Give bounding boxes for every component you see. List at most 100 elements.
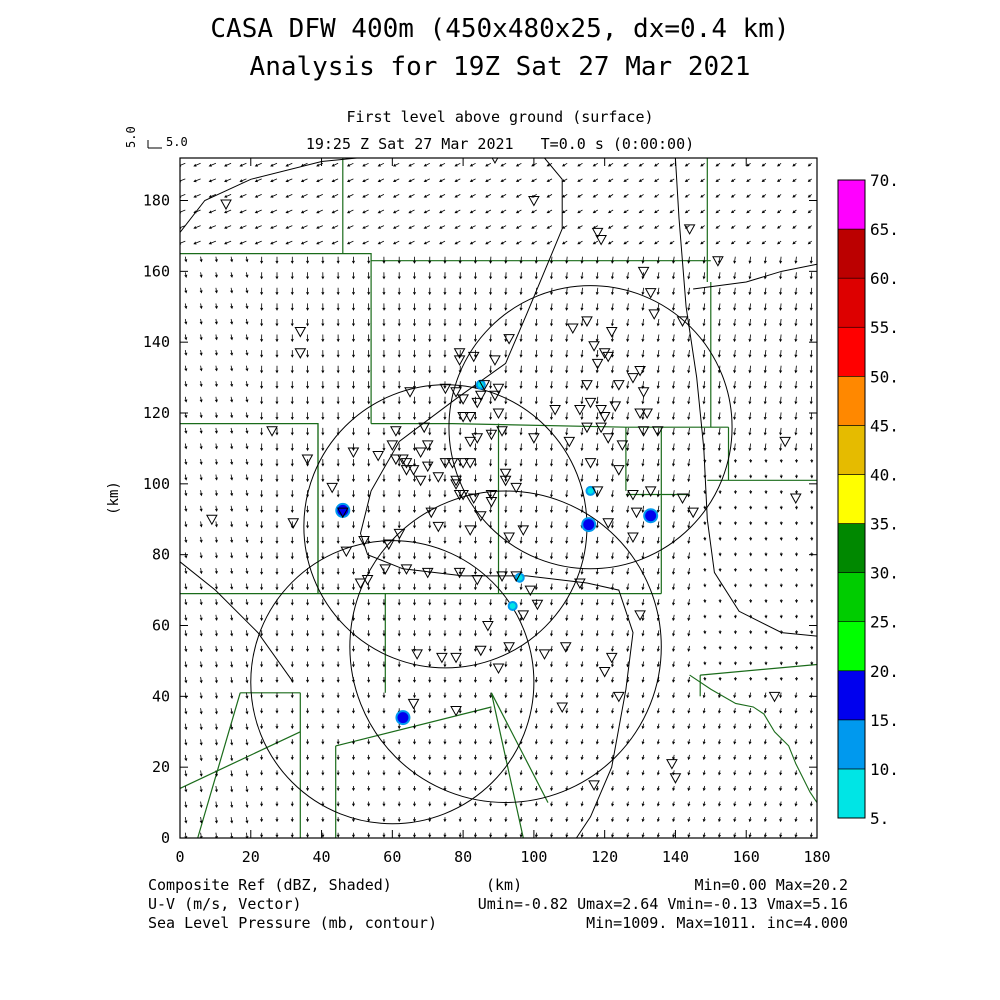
wind-vector	[439, 194, 446, 198]
wind-vector	[367, 645, 371, 652]
wind-vector	[230, 645, 234, 653]
wind-vector	[779, 599, 783, 604]
wind-vector	[809, 817, 813, 823]
wind-vector	[397, 661, 401, 668]
wind-vector	[346, 194, 354, 198]
wind-vector	[443, 739, 447, 745]
wind-vector	[184, 287, 188, 294]
wind-vector	[367, 785, 371, 792]
wind-vector	[519, 521, 523, 529]
y-tick-label: 120	[143, 404, 170, 422]
wind-vector	[656, 381, 660, 389]
wind-vector	[382, 832, 386, 838]
wind-vector	[336, 365, 340, 374]
wind-vector	[809, 708, 813, 714]
wind-vector	[199, 256, 203, 263]
wind-vector	[290, 692, 294, 699]
station-marker	[414, 475, 427, 487]
wind-vector	[717, 443, 721, 452]
wind-vector	[458, 583, 462, 591]
wind-vector	[408, 162, 415, 167]
wind-vector	[626, 381, 630, 389]
wind-vector	[306, 443, 310, 452]
wind-vector	[715, 162, 721, 167]
wind-vector	[654, 194, 660, 198]
reflectivity-echo	[645, 510, 657, 522]
wind-vector	[810, 521, 814, 526]
station-marker	[612, 465, 625, 476]
wind-vector	[306, 474, 310, 483]
wind-vector	[382, 583, 386, 591]
wind-vector	[428, 583, 432, 591]
wind-vector	[810, 614, 814, 619]
wind-vector	[428, 287, 432, 296]
station-marker	[510, 482, 523, 494]
wind-vector	[382, 412, 386, 421]
wind-vector	[641, 708, 645, 714]
wind-vector	[199, 599, 203, 606]
wind-vector	[684, 194, 690, 198]
wind-vector	[275, 459, 279, 467]
wind-vector	[331, 194, 339, 198]
wind-vector	[763, 785, 767, 792]
wind-vector	[230, 490, 234, 497]
wind-vector	[504, 723, 508, 730]
wind-vector	[397, 256, 401, 264]
wind-vector	[595, 645, 599, 652]
wind-vector	[473, 256, 477, 264]
wind-vector	[489, 334, 493, 343]
wind-vector	[595, 505, 599, 514]
wind-vector	[412, 272, 416, 280]
wind-vector	[641, 817, 645, 823]
wind-vector	[810, 661, 814, 666]
wind-vector	[382, 754, 386, 761]
station-marker	[390, 426, 402, 437]
wind-vector	[351, 459, 355, 467]
wind-vector	[577, 225, 583, 229]
wind-vector	[550, 256, 554, 264]
wind-vector	[550, 396, 554, 405]
wind-vector	[672, 708, 676, 714]
wind-vector	[763, 832, 767, 838]
wind-vector	[534, 396, 538, 405]
wind-vector	[669, 178, 675, 182]
wind-vector	[245, 256, 249, 263]
wind-vector	[534, 801, 538, 807]
wind-vector	[700, 225, 705, 229]
wind-vector	[351, 692, 355, 699]
wind-vector	[443, 490, 447, 498]
wind-vector	[245, 521, 249, 528]
station-marker	[528, 433, 540, 444]
wind-vector	[763, 723, 767, 730]
wind-vector	[764, 583, 768, 588]
wind-vector	[489, 256, 493, 264]
station-marker	[453, 489, 466, 501]
wind-vector	[626, 318, 630, 327]
wind-vector	[580, 614, 584, 622]
wind-vector	[392, 178, 400, 182]
wind-vector	[290, 474, 294, 483]
station-marker	[485, 497, 498, 508]
wind-vector	[321, 832, 325, 838]
station-marker	[591, 486, 604, 497]
wind-vector	[611, 723, 615, 730]
wind-vector	[245, 614, 249, 621]
wind-vector	[730, 162, 736, 167]
wind-vector	[610, 272, 614, 280]
wind-vector	[641, 381, 645, 389]
wind-vector	[199, 365, 203, 372]
wind-vector	[810, 474, 814, 479]
wind-vector	[718, 832, 721, 838]
wind-vector	[703, 536, 707, 541]
wind-vector	[408, 194, 415, 198]
station-marker	[591, 227, 604, 239]
wind-vector	[580, 583, 584, 591]
wind-vector	[504, 272, 508, 280]
wind-vector	[519, 459, 523, 467]
station-marker	[421, 567, 434, 579]
wind-vector	[565, 272, 569, 280]
wind-vector	[260, 676, 264, 683]
wind-vector	[290, 459, 294, 467]
wind-vector	[412, 583, 416, 591]
wind-vector	[224, 240, 232, 245]
